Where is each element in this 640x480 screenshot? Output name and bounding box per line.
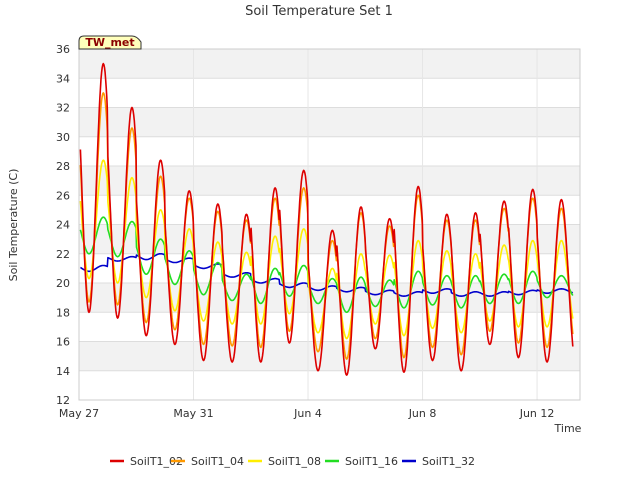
y-tick-label: 36: [56, 43, 70, 56]
y-tick-label: 18: [56, 306, 70, 319]
x-tick-label: May 27: [59, 407, 99, 420]
y-tick-label: 14: [56, 365, 70, 378]
y-tick-label: 12: [56, 394, 70, 407]
legend-label: SoilT1_02: [130, 455, 183, 468]
plot-band: [79, 312, 580, 342]
y-tick-label: 28: [56, 160, 70, 173]
series-layer: [79, 62, 574, 376]
y-axis-label: Soil Temperature (C): [7, 169, 20, 282]
legend: SoilT1_02 SoilT1_04 SoilT1_08 SoilT1_16 Soil…: [110, 455, 475, 468]
plot-band: [79, 78, 580, 108]
plot-band: [79, 136, 580, 166]
plot-band: [79, 107, 580, 137]
site-badge: TW_met: [78, 35, 142, 50]
legend-label: SoilT1_08: [268, 455, 321, 468]
site-badge-shape: [78, 35, 142, 50]
plot-band: [79, 253, 580, 283]
y-tick-label: 34: [56, 72, 70, 85]
legend-label: SoilT1_16: [345, 455, 398, 468]
y-tick-label: 16: [56, 336, 70, 349]
legend-label: SoilT1_04: [191, 455, 244, 468]
series-line-soilt1_02: [79, 62, 574, 376]
plot-band: [79, 283, 580, 313]
plot-band: [79, 341, 580, 371]
x-tick-label: Jun 12: [519, 407, 555, 420]
x-axis-label: Time: [554, 422, 582, 435]
y-tick-label: 26: [56, 189, 70, 202]
plot-border: [78, 48, 581, 401]
legend-label: SoilT1_32: [422, 455, 475, 468]
x-tick-label: May 31: [173, 407, 213, 420]
plot-band: [79, 49, 580, 79]
x-axis: May 27 May 31 Jun 4 Jun 8 Jun 12: [59, 407, 555, 420]
y-tick-label: 30: [56, 131, 70, 144]
plot-band: [79, 370, 580, 400]
y-tick-label: 24: [56, 219, 70, 232]
plot-band: [79, 195, 580, 225]
y-tick-label: 22: [56, 248, 70, 261]
y-tick-label: 20: [56, 277, 70, 290]
y-axis: 12 14 16 18 20 22 24 26 28 30 32 34 36: [56, 43, 70, 407]
site-badge-label: TW_met: [85, 36, 134, 49]
chart-title: Soil Temperature Set 1: [245, 4, 393, 19]
y-tick-label: 32: [56, 102, 70, 115]
plot-band: [79, 166, 580, 196]
x-tick-label: Jun 8: [408, 407, 437, 420]
x-tick-label: Jun 4: [293, 407, 322, 420]
